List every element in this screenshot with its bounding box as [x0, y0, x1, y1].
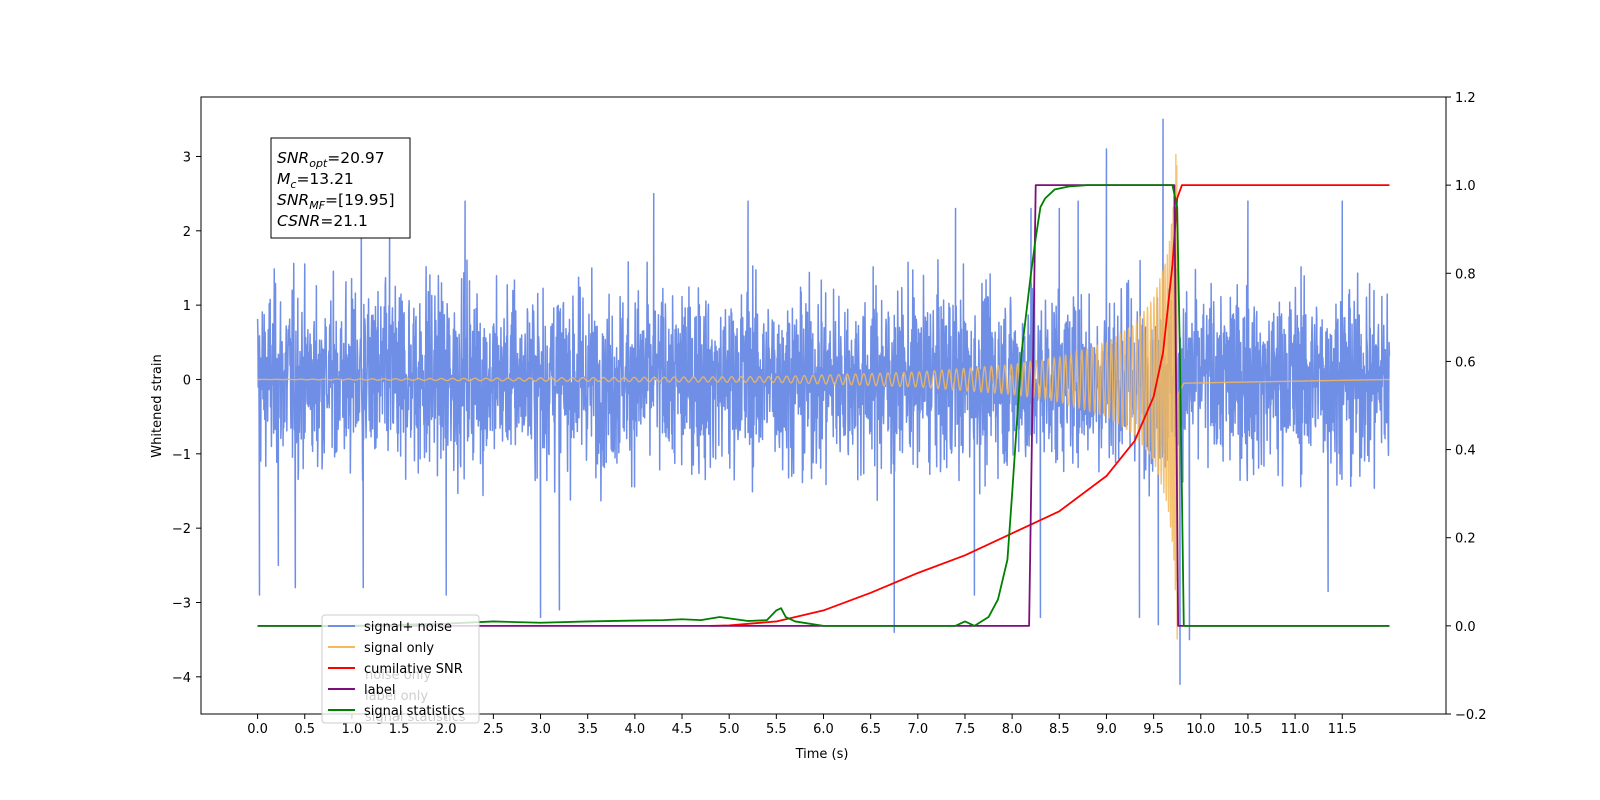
x-tick-label: 1.5: [389, 722, 410, 737]
x-tick-label: 0.0: [247, 722, 268, 737]
x-tick-label: 5.5: [766, 722, 787, 737]
y-right-tick-label: 0.4: [1455, 444, 1476, 459]
legend-item-label: signal only: [364, 641, 434, 656]
annotation-value: =20.97: [327, 149, 384, 167]
y-right-tick-label: 0.0: [1455, 620, 1476, 635]
annotation-line: CSNR=21.1: [277, 212, 368, 230]
x-axis-label: Time (s): [795, 747, 849, 762]
legend-item-label: cumilative SNR: [364, 662, 463, 677]
legend-item-label: label: [364, 683, 395, 698]
y-right-tick-label: 1.2: [1455, 91, 1476, 106]
x-tick-label: 11.0: [1281, 722, 1310, 737]
x-tick-label: 2.0: [436, 722, 457, 737]
plot-area: [256, 118, 1391, 686]
x-tick-label: 3.5: [577, 722, 598, 737]
annotation-box: SNRopt=20.97Mc=13.21SNRMF=[19.95]CSNR=21…: [270, 137, 411, 239]
y-axis-label-left: Whitened strain: [150, 354, 165, 457]
annotation-value: =21.1: [320, 212, 368, 230]
y-left-tick-label: −4: [172, 671, 191, 686]
legend-frame: [321, 614, 480, 724]
series-signal-only: [257, 153, 1390, 640]
annotation-subscript: MF: [309, 199, 325, 212]
annotation-value: =13.21: [296, 170, 353, 188]
annotation-symbol: CSNR: [277, 212, 320, 230]
y-right-tick-label: 0.2: [1455, 532, 1476, 547]
y-left-tick-label: 2: [183, 225, 191, 240]
x-tick-label: 0.5: [294, 722, 315, 737]
annotation-frame: [270, 137, 411, 239]
x-tick-label: 8.5: [1049, 722, 1070, 737]
x-tick-label: 7.0: [907, 722, 928, 737]
annotation-line: Mc=13.21: [277, 170, 354, 191]
y-right-tick-label: 0.8: [1455, 267, 1476, 282]
y-left-tick-label: −2: [172, 522, 191, 537]
x-tick-label: 1.0: [342, 722, 363, 737]
y-left-tick-label: −1: [172, 448, 191, 463]
x-tick-label: 4.0: [625, 722, 646, 737]
x-tick-label: 10.5: [1233, 722, 1262, 737]
annotation-subscript: c: [290, 178, 296, 191]
x-tick-label: 2.5: [483, 722, 504, 737]
annotation-subscript: opt: [309, 157, 328, 170]
annotation-symbol: SNR: [277, 149, 309, 167]
x-tick-label: 3.0: [530, 722, 551, 737]
y-right-tick-label: −0.2: [1455, 708, 1487, 723]
y-right-tick-label: 0.6: [1455, 355, 1476, 370]
x-tick-label: 11.5: [1328, 722, 1357, 737]
annotation-line: SNRopt=20.97: [277, 149, 385, 170]
y-left-tick-label: −3: [172, 596, 191, 611]
annotation-value: =[19.95]: [325, 191, 394, 209]
x-tick-label: 9.5: [1143, 722, 1164, 737]
x-tick-label: 6.5: [860, 722, 881, 737]
y-left-tick-label: 1: [183, 299, 191, 314]
legend: noise onlylabel onlysignal statisticssig…: [321, 614, 480, 725]
x-tick-label: 4.5: [672, 722, 693, 737]
x-tick-label: 7.5: [955, 722, 976, 737]
annotation-line: SNRMF=[19.95]: [277, 191, 395, 212]
axes: 0.0 0.5 1.0 1.5 2.0 2.5 3.0 3.5 4.0 4.5 5.0 5.5 6.0 6…: [172, 91, 1487, 737]
series-cumilative-snr: [710, 184, 1390, 627]
annotation-symbol: SNR: [277, 191, 309, 209]
x-tick-label: 5.0: [719, 722, 740, 737]
annotation-symbol: M: [277, 170, 290, 188]
series-signal-noise: [256, 118, 1391, 686]
series-signal-statistics: [257, 184, 1390, 627]
x-tick-label: 10.0: [1186, 722, 1215, 737]
y-left-tick-label: 3: [183, 150, 191, 165]
y-right-tick-label: 1.0: [1455, 179, 1476, 194]
y-left-tick-label: 0: [183, 373, 191, 388]
legend-item-label: signal statistics: [364, 704, 465, 719]
x-tick-label: 6.0: [813, 722, 834, 737]
x-tick-label: 8.0: [1002, 722, 1023, 737]
legend-item-label: signal+ noise: [364, 620, 452, 635]
x-tick-label: 9.0: [1096, 722, 1117, 737]
